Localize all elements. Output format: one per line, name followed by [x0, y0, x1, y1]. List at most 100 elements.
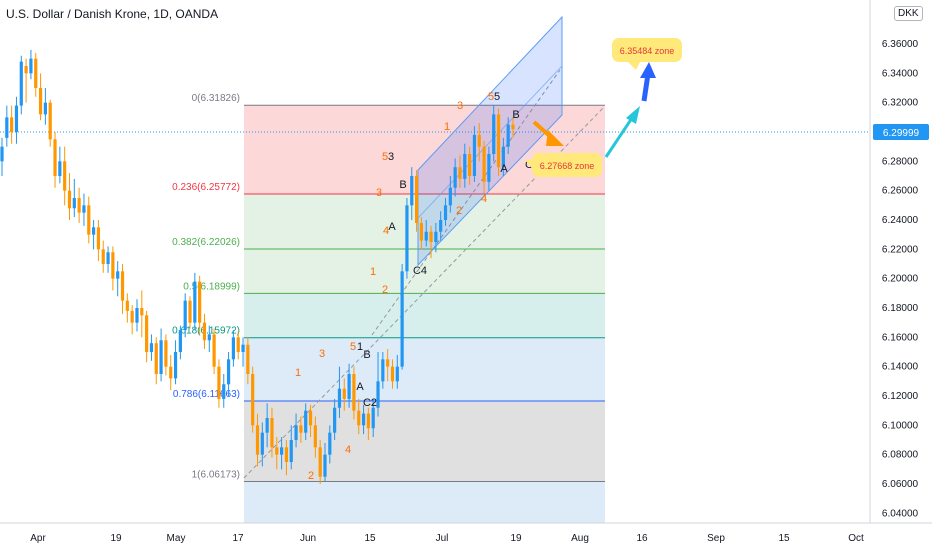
x-tick-label: 19 — [110, 533, 122, 544]
candle — [468, 146, 472, 185]
candle — [145, 310, 149, 363]
candle — [135, 299, 139, 332]
x-tick-label: 15 — [364, 533, 376, 544]
candle-body — [400, 271, 404, 367]
candle-body — [410, 176, 414, 206]
candle — [347, 363, 351, 408]
candle-body — [48, 102, 52, 140]
candle-body — [101, 249, 105, 264]
candle — [458, 155, 462, 188]
zone-callout-label: 6.35484 zone — [620, 46, 675, 56]
candle-body — [34, 58, 38, 88]
y-tick-label: 6.26000 — [882, 186, 919, 197]
candle — [169, 354, 173, 391]
candle-body — [443, 205, 448, 220]
candle-body — [328, 432, 332, 455]
candle-body — [458, 167, 462, 179]
candle-body — [482, 146, 486, 182]
candle — [183, 293, 187, 338]
y-tick-label: 6.20000 — [882, 274, 919, 285]
candle-body — [10, 117, 14, 132]
candle-body — [63, 161, 67, 191]
wave-label: A — [388, 221, 396, 233]
candle — [87, 196, 91, 244]
candle — [101, 240, 105, 273]
candle-body — [120, 271, 125, 301]
candle — [323, 442, 327, 482]
candle — [381, 352, 385, 389]
candle-body — [308, 410, 313, 426]
candle — [164, 334, 168, 376]
y-tick-label: 6.14000 — [882, 362, 919, 373]
x-tick-label: Oct — [848, 533, 864, 544]
candle — [280, 437, 284, 470]
candle — [91, 220, 96, 250]
projection-arrowhead-blue — [640, 62, 656, 78]
candle — [275, 437, 279, 470]
candle-body — [140, 308, 144, 316]
candle-body — [405, 205, 409, 272]
wave-label: 5 — [494, 91, 500, 103]
projection-arrowhead-teal — [626, 106, 640, 124]
fib-band — [244, 194, 605, 249]
candle-body — [193, 281, 197, 323]
x-tick-label: 17 — [232, 533, 244, 544]
candle — [482, 140, 486, 194]
candle — [96, 220, 101, 262]
candle — [72, 178, 76, 218]
candle — [217, 359, 221, 408]
candle-body — [260, 432, 264, 455]
x-tick-label: 15 — [778, 533, 790, 544]
candle-body — [492, 114, 496, 154]
candle-body — [251, 374, 255, 426]
fib-level-label: 1(6.06173) — [192, 469, 240, 480]
candle-body — [352, 374, 356, 411]
candle-body — [96, 227, 101, 250]
candle — [501, 137, 505, 176]
wave-label: A — [356, 381, 364, 393]
fib-level-label: 0.382(6.22026) — [172, 237, 240, 248]
candle-body — [77, 198, 81, 213]
candle — [400, 264, 404, 370]
y-tick-label: 6.04000 — [882, 508, 919, 519]
wave-label: 5 — [382, 151, 388, 163]
candle — [149, 334, 154, 361]
y-tick-label: 6.36000 — [882, 39, 919, 50]
candle — [357, 398, 361, 435]
candle — [371, 398, 375, 438]
candle — [0, 137, 4, 176]
candle-body — [453, 167, 457, 188]
y-tick-label: 6.10000 — [882, 420, 919, 431]
candle-body — [376, 381, 380, 408]
candle-body — [38, 88, 43, 115]
candle-body — [313, 425, 317, 448]
wave-label: 1 — [370, 266, 376, 278]
candle — [506, 117, 510, 154]
time-axis-bg — [0, 523, 932, 550]
candle — [120, 264, 125, 314]
candle-body — [198, 281, 202, 323]
wave-label: A — [500, 163, 508, 175]
candle-body — [173, 352, 178, 379]
candle — [43, 88, 47, 125]
candle — [198, 275, 202, 335]
candle-body — [67, 190, 72, 209]
candle-body — [323, 454, 327, 477]
candle-body — [87, 205, 91, 235]
candle-body — [178, 330, 182, 352]
wave-label: B — [512, 109, 519, 121]
candle — [116, 261, 120, 297]
candle — [511, 117, 515, 138]
fib-level-label: 0.618(6.15972) — [172, 326, 240, 337]
wave-label: C4 — [413, 265, 427, 277]
zone-callout: 6.27668 zone — [525, 153, 602, 177]
currency-badge[interactable]: DKK — [894, 6, 923, 21]
candle-body — [183, 300, 187, 330]
candle-body — [14, 105, 19, 132]
candle-body — [159, 340, 163, 374]
candle — [173, 340, 178, 385]
candle-body — [125, 300, 129, 311]
